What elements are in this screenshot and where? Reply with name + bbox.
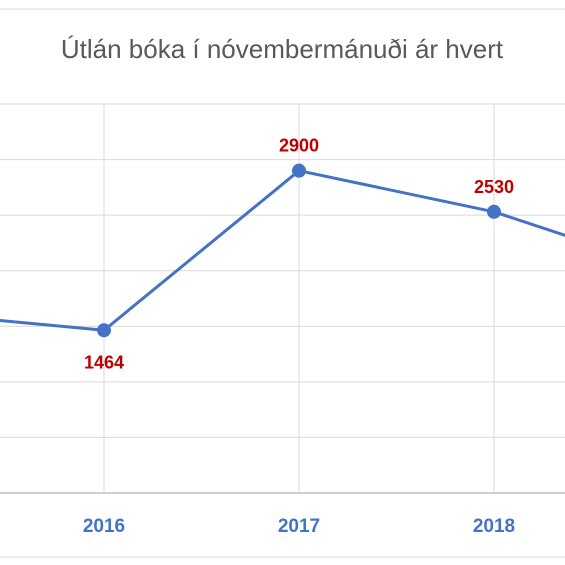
series-layer (0, 163, 565, 338)
x-tick-label: 2018 (473, 516, 515, 537)
data-point (97, 323, 111, 338)
x-tick-label: 2017 (278, 516, 320, 537)
x-tick-labels: 2016 2017 2018 (83, 516, 515, 537)
data-point (292, 163, 306, 178)
data-label: 2900 (279, 136, 319, 156)
chart-title: Útlán bóka í nóvembermánuði ár hvert (61, 34, 504, 64)
gridlines (0, 103, 565, 493)
x-tick-label: 2016 (83, 516, 125, 537)
chart-frame (0, 8, 565, 558)
data-labels: 1464 2900 2530 (84, 136, 514, 373)
data-label: 1464 (84, 352, 124, 372)
data-label: 2530 (474, 177, 514, 197)
data-point (487, 204, 501, 219)
